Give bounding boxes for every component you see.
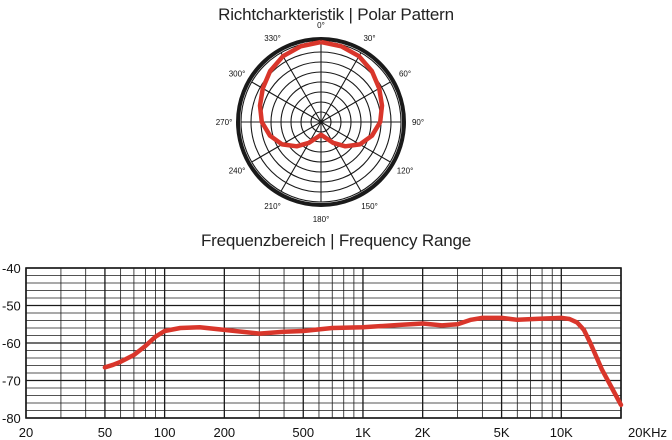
freq-x-tick-label: 10K xyxy=(550,425,573,440)
polar-angle-label: 240° xyxy=(229,167,246,176)
polar-angle-label: 210° xyxy=(264,202,281,211)
frequency-response-curve xyxy=(102,315,624,408)
freq-y-tick-label: -40 xyxy=(2,261,21,276)
polar-pattern-curve xyxy=(257,39,385,149)
polar-spoke xyxy=(251,121,322,163)
freq-x-tick-label: 1K xyxy=(355,425,371,440)
polar-spoke xyxy=(280,121,322,192)
polar-angle-label: 270° xyxy=(216,118,233,127)
polar-spoke xyxy=(320,121,362,192)
freq-x-tick-label: 100 xyxy=(154,425,176,440)
polar-angle-label: 180° xyxy=(313,215,330,224)
freq-y-tick-label: -50 xyxy=(2,299,21,314)
freq-x-tick-label: 50 xyxy=(98,425,112,440)
freq-x-tick-label: 200 xyxy=(213,425,235,440)
freq-x-tick-label: 2K xyxy=(415,425,431,440)
freq-x-tick-label: 5K xyxy=(494,425,510,440)
freq-x-tick-label: 500 xyxy=(292,425,314,440)
polar-angle-label: 0° xyxy=(317,21,325,30)
polar-angle-label: 90° xyxy=(412,118,424,127)
freq-y-tick-label: -70 xyxy=(2,374,21,389)
polar-angle-label: 330° xyxy=(264,34,281,43)
frequency-range-title: Frequenzbereich | Frequency Range xyxy=(201,231,471,250)
freq-x-tick-label: 20 xyxy=(19,425,33,440)
polar-angle-label: 300° xyxy=(229,70,246,79)
polar-angle-label: 120° xyxy=(397,167,414,176)
freq-x-tick-label: 20KHz xyxy=(628,425,667,440)
polar-outer-ring xyxy=(236,37,406,207)
freq-plot-frame xyxy=(25,267,622,419)
polar-spoke xyxy=(320,121,391,163)
polar-spoke xyxy=(280,52,322,123)
polar-spoke xyxy=(320,52,362,123)
polar-angle-label: 150° xyxy=(361,202,378,211)
freq-y-tick-label: -80 xyxy=(2,411,21,426)
polar-angle-label: 60° xyxy=(399,70,411,79)
freq-y-tick-label: -60 xyxy=(2,336,21,351)
polar-angle-label: 30° xyxy=(363,34,375,43)
polar-pattern-title: Richtcharkteristik | Polar Pattern xyxy=(218,5,454,24)
